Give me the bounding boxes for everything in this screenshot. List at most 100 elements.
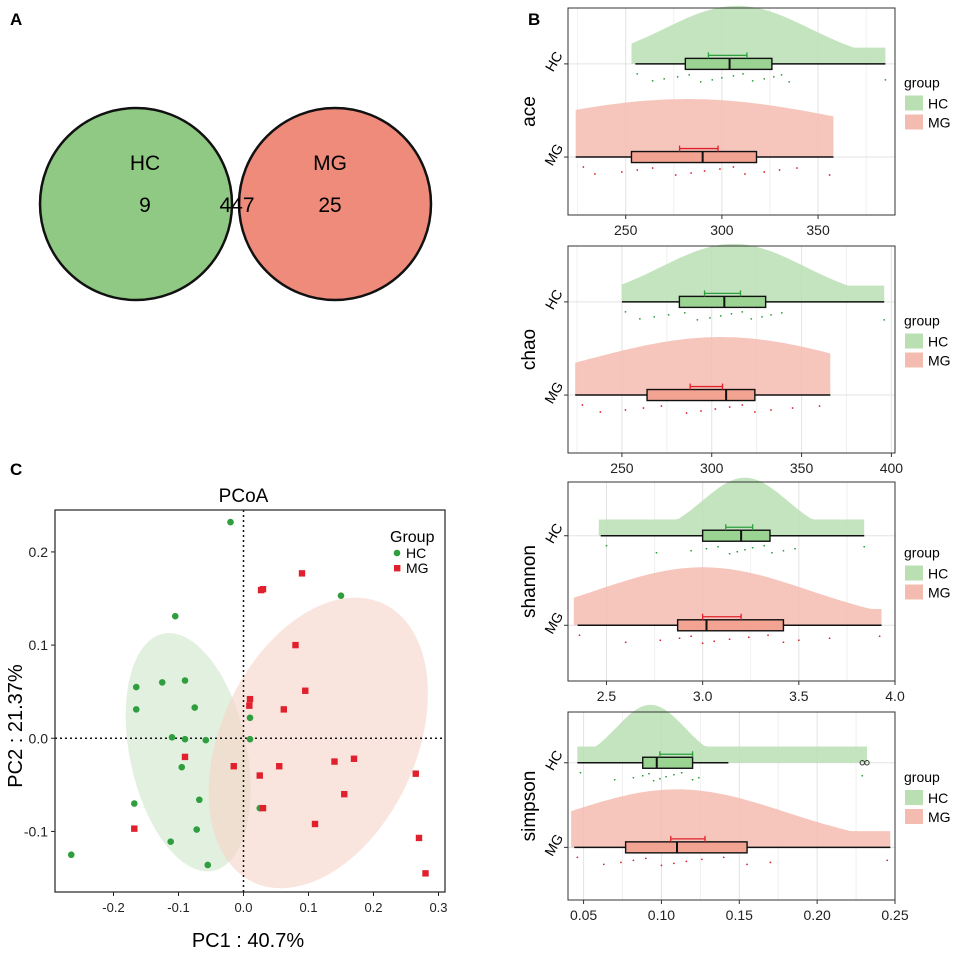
ytick-hc: HC <box>542 520 566 546</box>
raw-point-mg <box>728 638 731 641</box>
raw-point-hc <box>861 774 864 777</box>
ytick-mg: MG <box>541 831 566 859</box>
ytick-hc: HC <box>542 49 566 75</box>
legend-title: group <box>904 545 940 561</box>
raw-point-mg <box>728 406 731 408</box>
raw-point-hc <box>751 79 754 82</box>
pcoa-point-mg <box>259 585 267 593</box>
raw-point-hc <box>683 311 686 314</box>
legend-key-mg <box>905 114 923 130</box>
raw-point-mg <box>797 639 800 642</box>
legend-shannon: group HC MG <box>904 545 951 601</box>
venn-outline-mg <box>237 106 433 302</box>
raw-point-hc <box>736 550 739 553</box>
legend-label-hc: HC <box>928 790 948 806</box>
raw-point-hc <box>782 549 785 552</box>
raw-point-hc <box>605 544 608 547</box>
raw-point-hc <box>742 72 744 75</box>
pcoa-point-mg <box>311 820 319 828</box>
raw-point-mg <box>624 641 627 644</box>
xtick-label-ace: 350 <box>806 222 830 238</box>
raw-point-mg <box>818 405 821 407</box>
raw-point-mg <box>624 409 627 411</box>
raw-point-hc <box>720 76 723 79</box>
legend-label-hc: HC <box>928 566 948 582</box>
pcoa-y-axis-title: PC2 : 21.37% <box>5 664 27 788</box>
box-mg <box>624 841 748 854</box>
pcoa-point-mg <box>331 758 338 765</box>
xtick-label-simpson: 0.10 <box>648 907 675 923</box>
pcoa-point-hc <box>131 800 138 807</box>
legend-key-hc <box>905 333 923 349</box>
raw-point-hc <box>648 772 650 775</box>
raw-point-mg <box>770 409 772 411</box>
pcoa-ytick-label: -0.1 <box>24 823 48 839</box>
pcoa-point-mg <box>230 763 237 770</box>
raw-point-mg <box>672 862 675 865</box>
raw-point-hc <box>741 310 744 313</box>
raw-point-mg <box>599 411 602 413</box>
xtick-label-chao: 350 <box>790 460 814 476</box>
raw-point-mg <box>753 411 756 413</box>
box-hc <box>678 295 767 309</box>
raw-point-mg <box>644 857 647 860</box>
raw-point-hc <box>770 313 772 316</box>
density-hc <box>577 704 867 763</box>
raw-point-hc <box>696 318 699 321</box>
pcoa-point-mg <box>302 687 309 694</box>
raw-point-hc <box>884 78 887 81</box>
raw-point-hc <box>688 73 691 76</box>
legend-key-hc <box>905 790 923 805</box>
xtick-label-shannon: 2.5 <box>597 688 617 704</box>
pcoa-ytick-label: 0.0 <box>29 730 49 746</box>
xtick-label-chao: 250 <box>610 460 634 476</box>
raw-point-hc <box>770 551 773 554</box>
raw-point-mg <box>767 634 769 637</box>
pcoa-legend-label-mg: MG <box>406 560 429 576</box>
raw-point-hc <box>579 771 582 774</box>
raw-point-mg <box>594 173 596 175</box>
xtick-label-chao: 300 <box>700 460 724 476</box>
pcoa-legend-label-hc: HC <box>406 545 426 561</box>
raw-point-mg <box>651 167 654 169</box>
raw-point-mg <box>620 171 623 173</box>
y-axis-title-shannon: shannon <box>519 545 540 618</box>
raw-point-mg <box>685 412 688 414</box>
raw-point-hc <box>788 80 791 83</box>
pcoa-xtick-label: -0.2 <box>102 900 124 915</box>
pcoa-point-mg <box>412 770 419 777</box>
pcoa-point-hc <box>181 735 189 743</box>
pcoa-point-mg <box>350 755 358 762</box>
plot-frame <box>567 481 896 682</box>
raw-point-hc <box>728 552 731 555</box>
raw-point-hc <box>638 317 641 320</box>
raw-point-mg <box>685 860 688 863</box>
pcoa-point-hc <box>171 612 179 620</box>
pcoa-point-hc <box>178 763 186 771</box>
raw-point-mg <box>791 407 794 409</box>
density-mg <box>575 99 834 158</box>
raw-point-mg <box>828 174 831 176</box>
y-axis-title-simpson: simpson <box>519 771 540 842</box>
pcoa-panel: -0.2 -0.1 0.0 0.1 0.2 0.3 -0.1 0.0 0.1 0.2 PCoA PC1… <box>5 486 448 952</box>
raw-point-mg <box>701 642 704 645</box>
xtick-label-simpson: 0.05 <box>570 907 597 923</box>
raw-point-hc <box>667 313 670 316</box>
box-hc <box>701 529 771 542</box>
raw-point-hc <box>761 315 763 318</box>
pcoa-point-mg <box>246 695 254 703</box>
raw-point-mg <box>703 170 706 172</box>
confidence-ellipse-mg <box>208 597 428 889</box>
raw-point-hc <box>709 316 711 319</box>
legend-chao: group HC MG <box>904 313 951 369</box>
xtick-label-ace: 250 <box>614 222 638 238</box>
legend-simpson: group HC MG <box>904 769 951 825</box>
raw-point-hc <box>717 545 719 548</box>
pcoa-legend-title: Group <box>390 529 435 546</box>
pcoa-xtick-label: 0.2 <box>364 900 382 915</box>
raw-point-mg <box>678 637 681 640</box>
raw-point-mg <box>747 636 750 639</box>
